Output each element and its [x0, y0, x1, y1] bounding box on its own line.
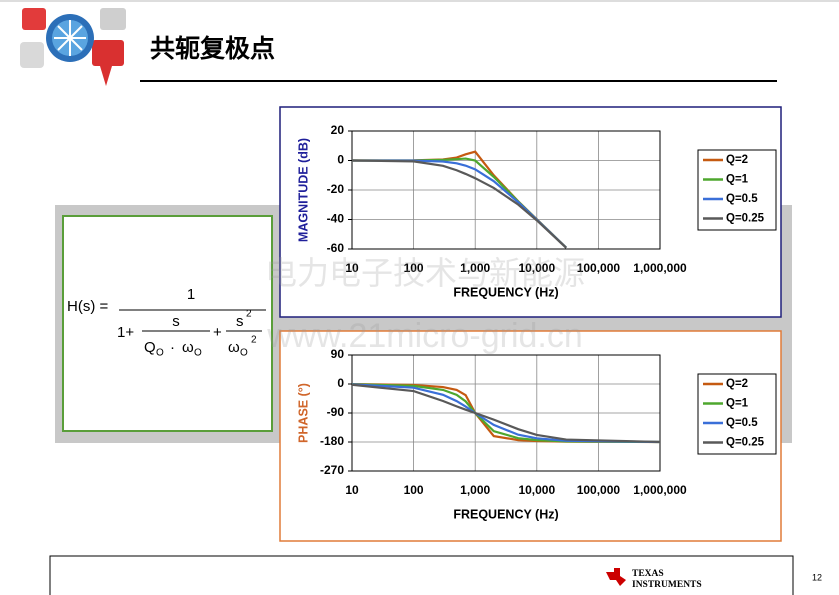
x-tick-label: 10,000 [518, 261, 555, 275]
y-tick-label: -60 [327, 241, 345, 255]
y-tick-label: -20 [327, 182, 345, 196]
formula-q: Q [144, 339, 156, 356]
formula-sub: O [156, 348, 164, 359]
page-number: 12 [812, 572, 822, 582]
y-tick-label: 90 [331, 347, 345, 361]
y-axis-label: MAGNITUDE (dB) [296, 138, 310, 242]
footer-box [49, 555, 794, 595]
formula-omega: ω [228, 339, 240, 356]
watermark: 电力电子技术与新能源 [265, 254, 585, 292]
slide-title: 共轭复极点 [150, 34, 275, 63]
legend-label: Q=1 [726, 398, 749, 410]
ti-logo-mark [606, 568, 626, 586]
logo [20, 8, 126, 86]
formula-plus: + [213, 324, 222, 341]
series-line [352, 383, 660, 444]
y-tick-label: 0 [337, 376, 344, 390]
formula-sup: 2 [246, 309, 252, 320]
formula: H(s) = 1 1+ s Q O · ω O + s 2 ω O 2 [67, 286, 266, 359]
x-tick-label: 10 [345, 261, 359, 275]
y-tick-label: 0 [337, 153, 344, 167]
x-tick-label: 1,000 [460, 483, 490, 497]
x-axis-label: FREQUENCY (Hz) [453, 285, 558, 299]
x-tick-label: 10,000 [518, 483, 555, 497]
y-axis-label: PHASE (°) [296, 383, 310, 443]
ti-logo-text: TEXAS [632, 569, 664, 579]
series-line [352, 159, 567, 249]
formula-lhs: H(s) = [67, 298, 108, 315]
legend-box [697, 373, 777, 455]
formula-omega: ω [182, 339, 194, 356]
legend-label: Q=0.25 [726, 213, 765, 225]
x-tick-label: 1,000 [460, 261, 490, 275]
plot-frame [351, 130, 661, 250]
y-tick-label: -270 [320, 463, 344, 477]
y-tick-label: -90 [327, 405, 345, 419]
x-tick-label: 10 [345, 483, 359, 497]
legend-label: Q=0.5 [726, 193, 758, 205]
legend-label: Q=2 [726, 378, 748, 390]
x-axis-label: FREQUENCY (Hz) [453, 507, 558, 521]
x-tick-label: 100 [404, 261, 424, 275]
legend-label: Q=0.5 [726, 417, 758, 429]
formula-box [62, 215, 273, 432]
formula-one-plus: 1+ [117, 324, 134, 341]
x-tick-label: 1,000,000 [633, 483, 687, 497]
ti-logo-text: INSTRUMENTS [632, 580, 702, 590]
series-line [352, 159, 567, 249]
formula-sup: 2 [251, 335, 257, 346]
plot-frame [351, 354, 661, 472]
legend-box [697, 149, 777, 231]
legend-label: Q=2 [726, 154, 748, 166]
formula-sub: O [240, 348, 248, 359]
legend-label: Q=0.25 [726, 437, 765, 449]
formula-dot: · [170, 339, 175, 356]
y-tick-label: -180 [320, 434, 344, 448]
legend-label: Q=1 [726, 174, 749, 186]
formula-sub: O [194, 348, 202, 359]
formula-s: s [236, 313, 244, 330]
x-tick-label: 100 [404, 483, 424, 497]
x-tick-label: 1,000,000 [633, 261, 687, 275]
x-tick-label: 100,000 [577, 261, 621, 275]
formula-s: s [172, 313, 180, 330]
y-tick-label: 20 [331, 123, 345, 137]
y-tick-label: -40 [327, 212, 345, 226]
watermark: www.21micro-grid.cn [266, 317, 583, 355]
formula-numerator: 1 [187, 286, 195, 303]
x-tick-label: 100,000 [577, 483, 621, 497]
